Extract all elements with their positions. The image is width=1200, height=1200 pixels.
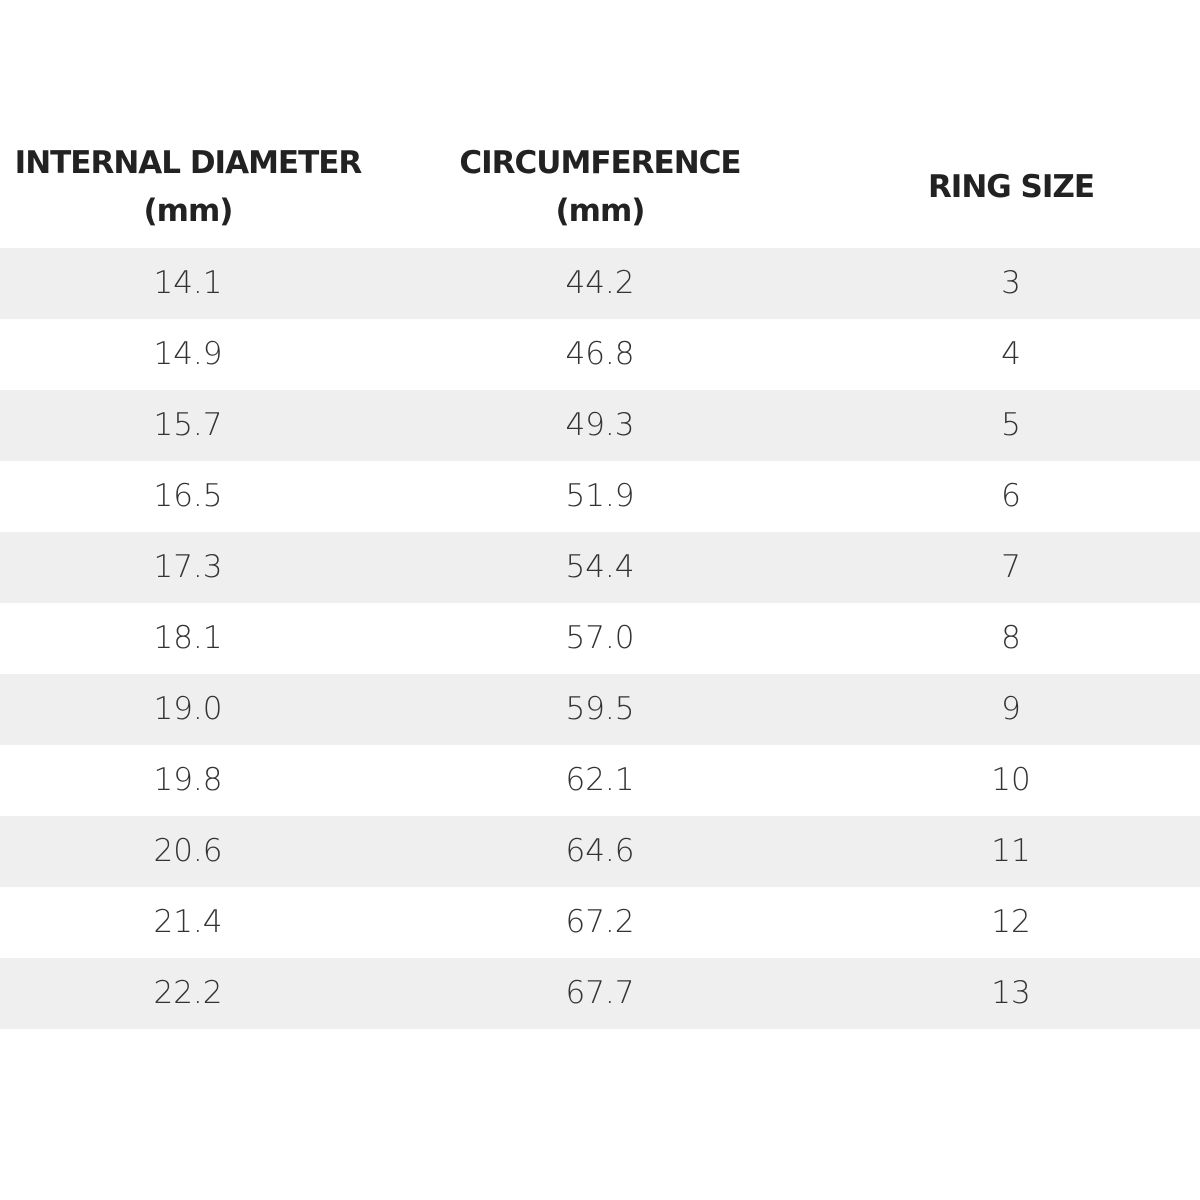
table-cell: 51.9	[565, 478, 635, 514]
table-cell: 14.9	[153, 336, 223, 372]
table-cell: 20.6	[153, 833, 223, 869]
table-cell: 12	[991, 904, 1031, 940]
table-cell: 9	[1001, 691, 1021, 727]
table-cell: 19.8	[153, 762, 223, 798]
table-cell: 11	[991, 833, 1031, 869]
table-row: 17.3 54.4 7	[0, 532, 1200, 603]
table-cell: 54.4	[565, 549, 635, 585]
table-row: 14.9 46.8 4	[0, 319, 1200, 390]
table-cell: 59.5	[565, 691, 635, 727]
table-cell: 21.4	[153, 904, 223, 940]
table-row: 22.2 67.7 13	[0, 958, 1200, 1029]
table-row: 19.8 62.1 10	[0, 745, 1200, 816]
header-line: RING SIZE	[927, 169, 1095, 205]
table-cell: 67.7	[565, 975, 635, 1011]
header-line: INTERNAL DIAMETER	[14, 145, 363, 181]
table-cell: 4	[1001, 336, 1021, 372]
table-cell: 10	[991, 762, 1031, 798]
header-line: (mm)	[555, 193, 646, 229]
table-row: 19.0 59.5 9	[0, 674, 1200, 745]
table-cell: 8	[1001, 620, 1021, 656]
table-cell: 17.3	[153, 549, 223, 585]
column-header: CIRCUMFERENCE (mm)	[390, 139, 810, 235]
column-header: INTERNAL DIAMETER (mm)	[0, 139, 398, 235]
table-cell: 57.0	[565, 620, 635, 656]
table-cell: 22.2	[153, 975, 223, 1011]
table-cell: 67.2	[565, 904, 635, 940]
table-cell: 46.8	[565, 336, 635, 372]
table-cell: 13	[991, 975, 1031, 1011]
column-header: RING SIZE	[801, 163, 1200, 211]
table-cell: 16.5	[153, 478, 223, 514]
table-row: 20.6 64.6 11	[0, 816, 1200, 887]
table-cell: 44.2	[565, 265, 635, 301]
table-cell: 15.7	[153, 407, 223, 443]
table-cell: 5	[1001, 407, 1021, 443]
table-cell: 14.1	[153, 265, 223, 301]
table-row: 14.1 44.2 3	[0, 248, 1200, 319]
table-cell: 19.0	[153, 691, 223, 727]
header-line: (mm)	[143, 193, 234, 229]
table-row: 18.1 57.0 8	[0, 603, 1200, 674]
table-cell: 49.3	[565, 407, 635, 443]
table-cell: 62.1	[565, 762, 635, 798]
table-cell: 7	[1001, 549, 1021, 585]
table-cell: 6	[1001, 478, 1021, 514]
table-cell: 18.1	[153, 620, 223, 656]
table-row: 15.7 49.3 5	[0, 390, 1200, 461]
header-line: CIRCUMFERENCE	[459, 145, 741, 181]
table-row: 21.4 67.2 12	[0, 887, 1200, 958]
table-row: 16.5 51.9 6	[0, 461, 1200, 532]
table-cell: 3	[1001, 265, 1021, 301]
table-cell: 64.6	[565, 833, 635, 869]
